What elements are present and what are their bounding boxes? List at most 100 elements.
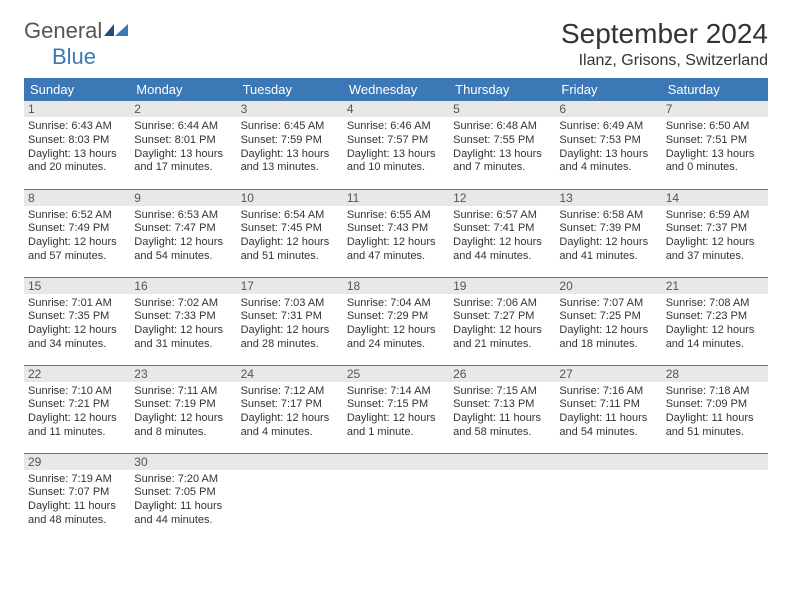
flag-icon (104, 22, 130, 38)
sunset-line: Sunset: 7:33 PM (134, 310, 232, 324)
calendar-day-cell: 23Sunrise: 7:11 AMSunset: 7:19 PMDayligh… (130, 365, 236, 453)
calendar-day-cell: 12Sunrise: 6:57 AMSunset: 7:41 PMDayligh… (449, 189, 555, 277)
sunrise-line: Sunrise: 6:46 AM (347, 120, 445, 134)
sunset-line: Sunset: 7:17 PM (241, 398, 339, 412)
calendar-day-cell: 21Sunrise: 7:08 AMSunset: 7:23 PMDayligh… (662, 277, 768, 365)
day-number: 7 (662, 101, 768, 117)
day-number: 22 (24, 366, 130, 382)
sunrise-line: Sunrise: 7:16 AM (559, 385, 657, 399)
sunset-line: Sunset: 7:51 PM (666, 134, 764, 148)
sunset-line: Sunset: 7:05 PM (134, 486, 232, 500)
sunset-line: Sunset: 7:41 PM (453, 222, 551, 236)
daylight-line: Daylight: 12 hours and 1 minute. (347, 412, 445, 440)
sunrise-line: Sunrise: 6:43 AM (28, 120, 126, 134)
day-number: 23 (130, 366, 236, 382)
daylight-line: Daylight: 12 hours and 51 minutes. (241, 236, 339, 264)
calendar-day-cell: 26Sunrise: 7:15 AMSunset: 7:13 PMDayligh… (449, 365, 555, 453)
sunset-line: Sunset: 7:15 PM (347, 398, 445, 412)
day-number-empty (449, 454, 555, 470)
day-number: 6 (555, 101, 661, 117)
day-number: 21 (662, 278, 768, 294)
logo-word2: Blue (52, 44, 96, 69)
sunset-line: Sunset: 7:53 PM (559, 134, 657, 148)
calendar-day-cell: 27Sunrise: 7:16 AMSunset: 7:11 PMDayligh… (555, 365, 661, 453)
daylight-line: Daylight: 12 hours and 18 minutes. (559, 324, 657, 352)
daylight-line: Daylight: 12 hours and 57 minutes. (28, 236, 126, 264)
sunset-line: Sunset: 7:19 PM (134, 398, 232, 412)
sunset-line: Sunset: 7:27 PM (453, 310, 551, 324)
sunset-line: Sunset: 7:07 PM (28, 486, 126, 500)
calendar-day-cell: 4Sunrise: 6:46 AMSunset: 7:57 PMDaylight… (343, 101, 449, 189)
day-number: 18 (343, 278, 449, 294)
sunset-line: Sunset: 7:23 PM (666, 310, 764, 324)
day-number: 17 (237, 278, 343, 294)
calendar-week-row: 8Sunrise: 6:52 AMSunset: 7:49 PMDaylight… (24, 189, 768, 277)
calendar-day-cell: 7Sunrise: 6:50 AMSunset: 7:51 PMDaylight… (662, 101, 768, 189)
sunset-line: Sunset: 8:03 PM (28, 134, 126, 148)
day-number: 11 (343, 190, 449, 206)
day-number: 28 (662, 366, 768, 382)
calendar-day-cell: 25Sunrise: 7:14 AMSunset: 7:15 PMDayligh… (343, 365, 449, 453)
daylight-line: Daylight: 12 hours and 37 minutes. (666, 236, 764, 264)
day-number: 2 (130, 101, 236, 117)
daylight-line: Daylight: 11 hours and 48 minutes. (28, 500, 126, 528)
daylight-line: Daylight: 12 hours and 47 minutes. (347, 236, 445, 264)
calendar-day-cell (237, 453, 343, 541)
sunset-line: Sunset: 8:01 PM (134, 134, 232, 148)
sunrise-line: Sunrise: 7:08 AM (666, 297, 764, 311)
daylight-line: Daylight: 12 hours and 4 minutes. (241, 412, 339, 440)
daylight-line: Daylight: 13 hours and 20 minutes. (28, 148, 126, 176)
sunrise-line: Sunrise: 7:12 AM (241, 385, 339, 399)
sunrise-line: Sunrise: 6:48 AM (453, 120, 551, 134)
sunrise-line: Sunrise: 7:15 AM (453, 385, 551, 399)
calendar-day-cell (343, 453, 449, 541)
daylight-line: Daylight: 13 hours and 7 minutes. (453, 148, 551, 176)
sunrise-line: Sunrise: 6:49 AM (559, 120, 657, 134)
day-number: 4 (343, 101, 449, 117)
sunset-line: Sunset: 7:31 PM (241, 310, 339, 324)
day-number-empty (237, 454, 343, 470)
daylight-line: Daylight: 12 hours and 24 minutes. (347, 324, 445, 352)
calendar-week-row: 15Sunrise: 7:01 AMSunset: 7:35 PMDayligh… (24, 277, 768, 365)
daylight-line: Daylight: 11 hours and 44 minutes. (134, 500, 232, 528)
calendar-day-cell: 5Sunrise: 6:48 AMSunset: 7:55 PMDaylight… (449, 101, 555, 189)
calendar-day-cell: 16Sunrise: 7:02 AMSunset: 7:33 PMDayligh… (130, 277, 236, 365)
calendar-day-cell: 20Sunrise: 7:07 AMSunset: 7:25 PMDayligh… (555, 277, 661, 365)
sunrise-line: Sunrise: 7:01 AM (28, 297, 126, 311)
sunrise-line: Sunrise: 6:50 AM (666, 120, 764, 134)
sunrise-line: Sunrise: 7:04 AM (347, 297, 445, 311)
calendar-day-cell: 17Sunrise: 7:03 AMSunset: 7:31 PMDayligh… (237, 277, 343, 365)
sunrise-line: Sunrise: 6:45 AM (241, 120, 339, 134)
calendar-week-row: 22Sunrise: 7:10 AMSunset: 7:21 PMDayligh… (24, 365, 768, 453)
weekday-header: Wednesday (343, 78, 449, 101)
sunrise-line: Sunrise: 6:54 AM (241, 209, 339, 223)
calendar-day-cell: 14Sunrise: 6:59 AMSunset: 7:37 PMDayligh… (662, 189, 768, 277)
day-number-empty (662, 454, 768, 470)
calendar-day-cell: 1Sunrise: 6:43 AMSunset: 8:03 PMDaylight… (24, 101, 130, 189)
sunset-line: Sunset: 7:45 PM (241, 222, 339, 236)
day-number: 29 (24, 454, 130, 470)
weekday-header-row: Sunday Monday Tuesday Wednesday Thursday… (24, 78, 768, 101)
sunset-line: Sunset: 7:43 PM (347, 222, 445, 236)
daylight-line: Daylight: 12 hours and 28 minutes. (241, 324, 339, 352)
daylight-line: Daylight: 13 hours and 13 minutes. (241, 148, 339, 176)
day-number: 19 (449, 278, 555, 294)
sunrise-line: Sunrise: 7:20 AM (134, 473, 232, 487)
day-number-empty (555, 454, 661, 470)
calendar-day-cell: 10Sunrise: 6:54 AMSunset: 7:45 PMDayligh… (237, 189, 343, 277)
sunrise-line: Sunrise: 7:18 AM (666, 385, 764, 399)
header-row: General Blue September 2024 Ilanz, Griso… (24, 18, 768, 70)
day-number: 20 (555, 278, 661, 294)
calendar-day-cell: 18Sunrise: 7:04 AMSunset: 7:29 PMDayligh… (343, 277, 449, 365)
day-number: 27 (555, 366, 661, 382)
calendar-table: Sunday Monday Tuesday Wednesday Thursday… (24, 78, 768, 541)
sunset-line: Sunset: 7:13 PM (453, 398, 551, 412)
daylight-line: Daylight: 12 hours and 11 minutes. (28, 412, 126, 440)
sunset-line: Sunset: 7:47 PM (134, 222, 232, 236)
sunset-line: Sunset: 7:57 PM (347, 134, 445, 148)
calendar-day-cell: 6Sunrise: 6:49 AMSunset: 7:53 PMDaylight… (555, 101, 661, 189)
calendar-day-cell: 9Sunrise: 6:53 AMSunset: 7:47 PMDaylight… (130, 189, 236, 277)
day-number: 26 (449, 366, 555, 382)
sunrise-line: Sunrise: 7:02 AM (134, 297, 232, 311)
weekday-header: Thursday (449, 78, 555, 101)
